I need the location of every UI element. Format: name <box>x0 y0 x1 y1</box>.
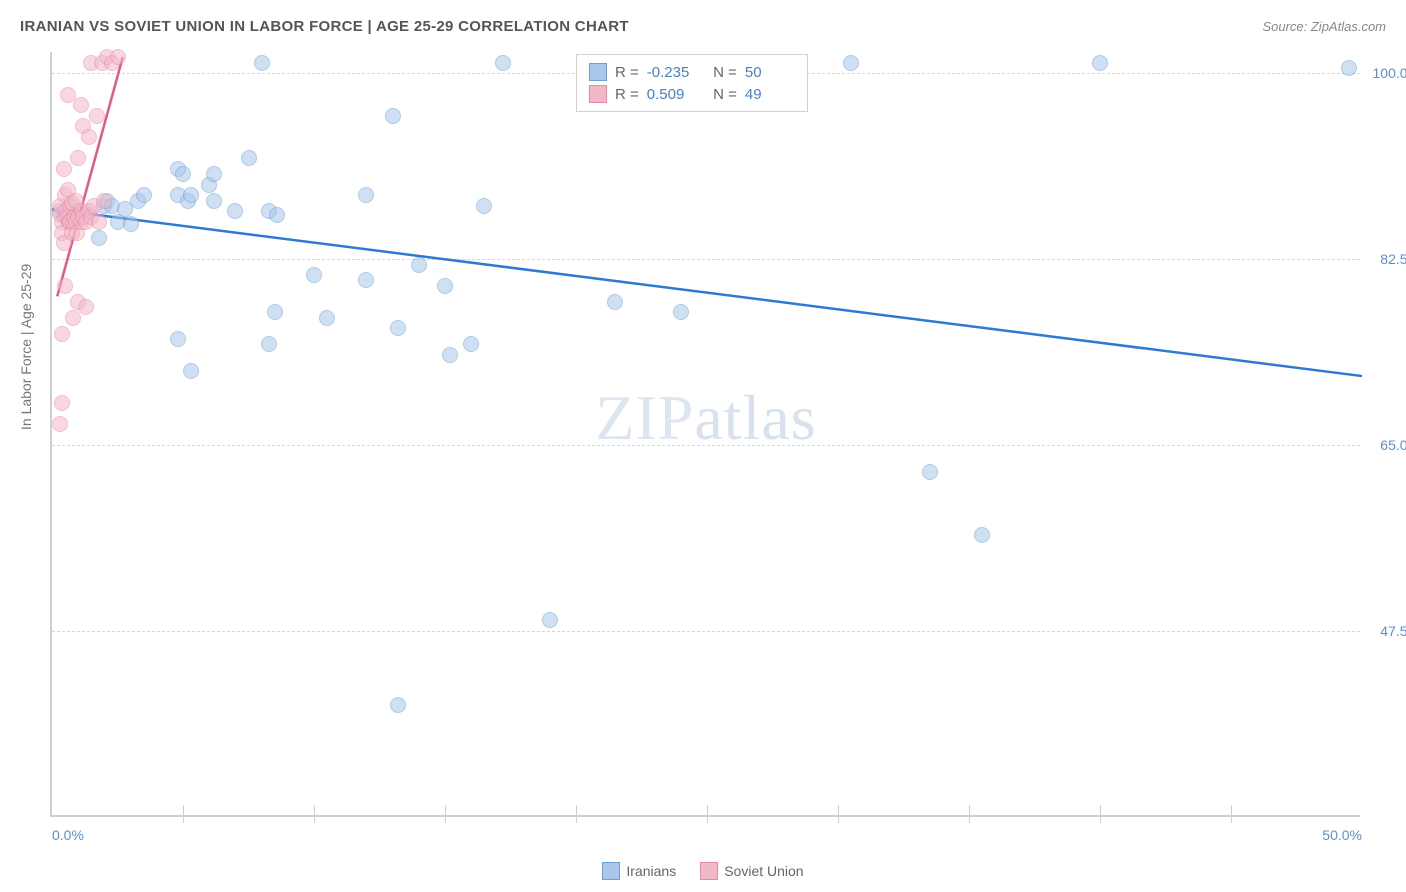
chart-title: IRANIAN VS SOVIET UNION IN LABOR FORCE |… <box>20 18 629 35</box>
data-point-soviet-union <box>54 326 70 342</box>
stats-row: R = 0.509 N = 49 <box>589 83 795 105</box>
data-point-soviet-union <box>96 193 112 209</box>
data-point-soviet-union <box>65 310 81 326</box>
legend-swatch <box>602 862 620 880</box>
stats-box: R = -0.235 N = 50 R = 0.509 N = 49 <box>576 54 808 112</box>
data-point-soviet-union <box>54 395 70 411</box>
title-row: IRANIAN VS SOVIET UNION IN LABOR FORCE |… <box>20 18 1386 35</box>
data-point-soviet-union <box>110 49 126 65</box>
legend-item: Soviet Union <box>700 862 803 880</box>
x-tick-label: 50.0% <box>1322 827 1362 843</box>
stats-row: R = -0.235 N = 50 <box>589 61 795 83</box>
stat-n-value: 50 <box>745 64 795 81</box>
stat-r-value: 0.509 <box>647 86 697 103</box>
data-point-soviet-union <box>57 278 73 294</box>
bottom-legend: Iranians Soviet Union <box>0 862 1406 880</box>
legend-item: Iranians <box>602 862 676 880</box>
data-point-soviet-union <box>91 214 107 230</box>
legend-swatch <box>589 63 607 81</box>
stat-r-value: -0.235 <box>647 64 697 81</box>
y-tick-label: 100.0% <box>1365 65 1406 81</box>
stat-n-value: 49 <box>745 86 795 103</box>
data-point-soviet-union <box>70 150 86 166</box>
legend-swatch <box>700 862 718 880</box>
x-tick-label: 0.0% <box>52 827 84 843</box>
correlation-chart: IRANIAN VS SOVIET UNION IN LABOR FORCE |… <box>0 0 1406 892</box>
legend-label: Soviet Union <box>724 863 803 879</box>
stat-r-label: R = <box>615 86 639 103</box>
trend-line-soviet-union <box>52 52 1362 817</box>
data-point-soviet-union <box>89 108 105 124</box>
legend-label: Iranians <box>626 863 676 879</box>
stat-n-label: N = <box>705 64 737 81</box>
data-point-soviet-union <box>56 161 72 177</box>
stat-r-label: R = <box>615 64 639 81</box>
y-tick-label: 82.5% <box>1365 251 1406 267</box>
y-axis-label: In Labor Force | Age 25-29 <box>18 264 34 430</box>
data-point-soviet-union <box>81 129 97 145</box>
stat-n-label: N = <box>705 86 737 103</box>
source-attribution: Source: ZipAtlas.com <box>1262 19 1386 34</box>
plot-area: ZIPatlas 47.5%65.0%82.5%100.0%0.0%50.0%R… <box>50 52 1360 817</box>
legend-swatch <box>589 85 607 103</box>
data-point-soviet-union <box>73 97 89 113</box>
data-point-soviet-union <box>52 416 68 432</box>
data-point-soviet-union <box>78 299 94 315</box>
y-tick-label: 65.0% <box>1365 437 1406 453</box>
y-tick-label: 47.5% <box>1365 623 1406 639</box>
